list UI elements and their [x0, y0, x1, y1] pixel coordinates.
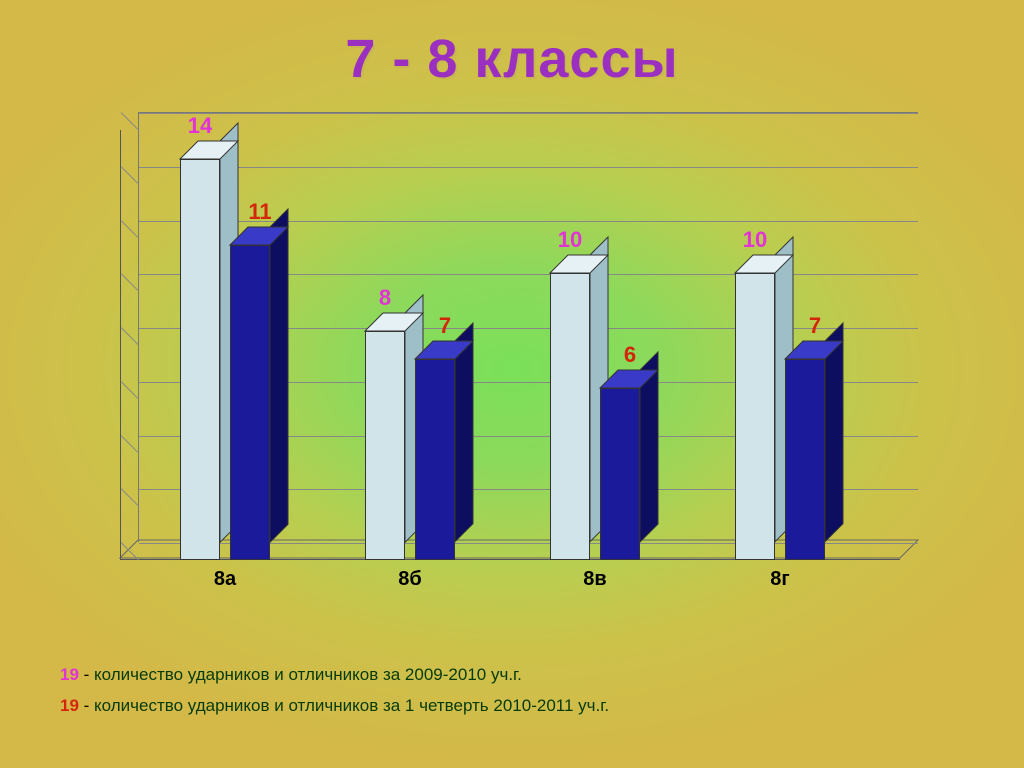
legend-text: количество ударников и отличников за 1 ч… [94, 696, 609, 715]
x-axis-label: 8а [165, 568, 285, 591]
legend-text: количество ударников и отличников за 200… [94, 665, 522, 684]
bar: 11 [230, 245, 270, 560]
bar: 6 [600, 388, 640, 560]
legend-number: 19 [60, 665, 79, 684]
x-axis-label: 8г [720, 568, 840, 591]
chart-area: 141187106107 8а8б8в8г [100, 130, 924, 600]
bar-value-label: 8 [355, 285, 415, 311]
bar: 7 [415, 359, 455, 560]
chart-title: 7 - 8 классы [0, 0, 1024, 90]
bar-value-label: 7 [415, 313, 475, 339]
bar-value-label: 14 [170, 113, 230, 139]
bar-value-label: 6 [600, 342, 660, 368]
title-text: 7 - 8 классы [345, 29, 678, 89]
plot-area: 141187106107 8а8б8в8г [120, 130, 900, 560]
legend: 19 - количество ударников и отличников з… [60, 660, 609, 721]
bar: 10 [550, 273, 590, 560]
bar: 14 [180, 159, 220, 560]
x-axis-label: 8б [350, 568, 470, 591]
x-axis-label: 8в [535, 568, 655, 591]
bar: 8 [365, 331, 405, 560]
bar: 10 [735, 273, 775, 560]
bar: 7 [785, 359, 825, 560]
legend-row: 19 - количество ударников и отличников з… [60, 660, 609, 691]
legend-number: 19 [60, 696, 79, 715]
bar-value-label: 11 [230, 199, 290, 225]
legend-row: 19 - количество ударников и отличников з… [60, 691, 609, 722]
bar-value-label: 7 [785, 313, 845, 339]
bar-value-label: 10 [725, 227, 785, 253]
bar-value-label: 10 [540, 227, 600, 253]
